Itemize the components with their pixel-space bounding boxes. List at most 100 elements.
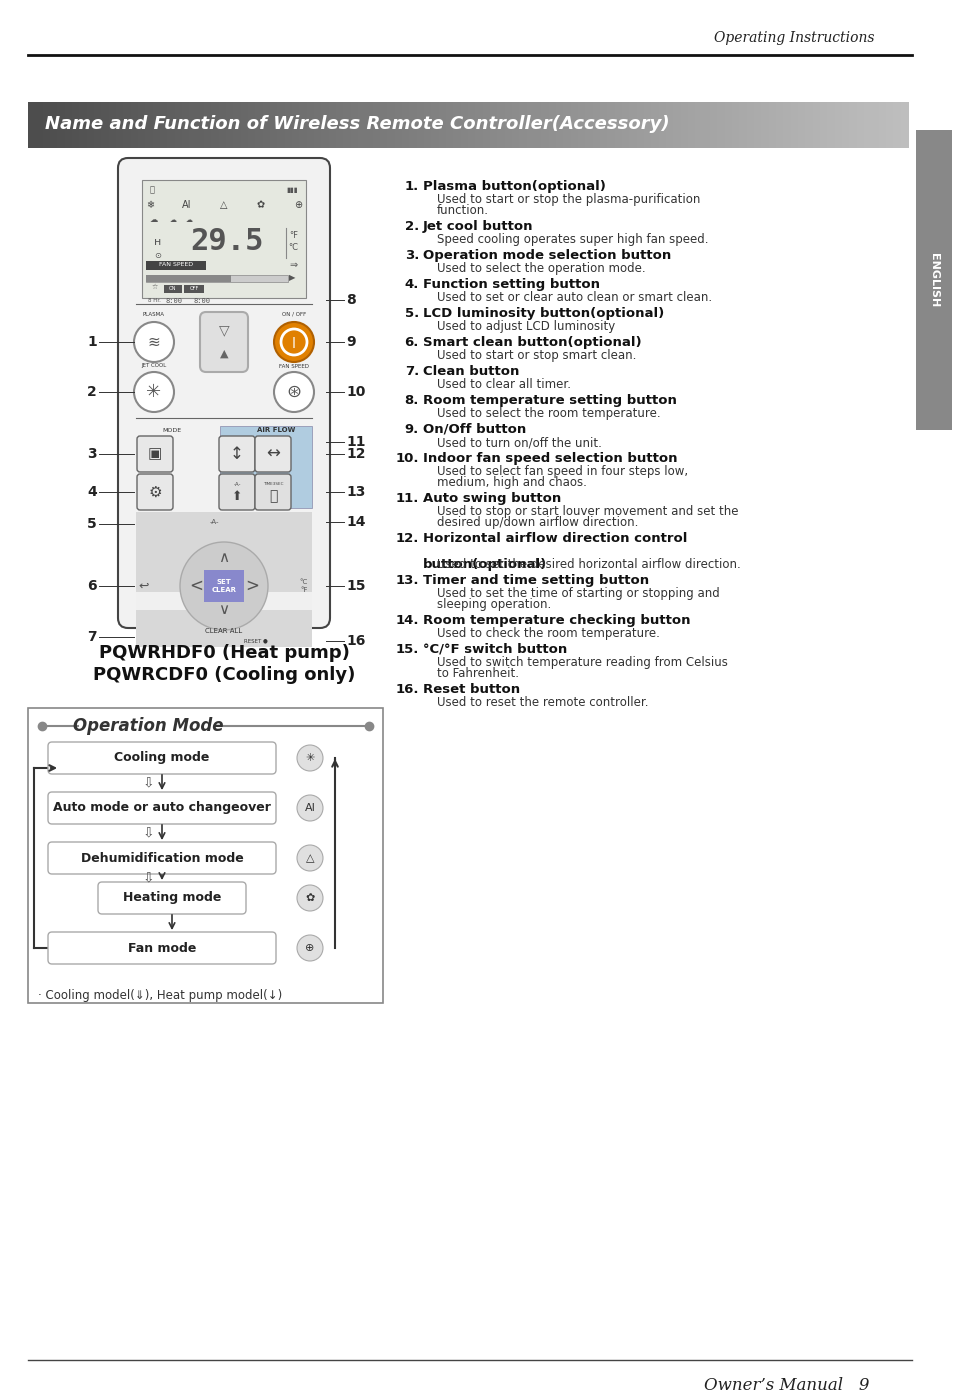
FancyBboxPatch shape [137,435,172,472]
Text: ⬆: ⬆ [232,490,242,503]
FancyBboxPatch shape [118,158,330,629]
Bar [248,102,256,148]
Text: RESET ●: RESET ● [244,638,268,644]
Text: TIME3SEC: TIME3SEC [262,482,283,486]
FancyBboxPatch shape [48,841,275,874]
Text: Used to select the operation mode.: Used to select the operation mode. [436,262,645,274]
Bar [292,102,300,148]
Text: 1.: 1. [404,181,418,193]
Text: Fan mode: Fan mode [128,941,196,955]
Bar [160,102,168,148]
Text: -A-: -A- [233,482,240,487]
Bar [797,102,805,148]
Text: ∨: ∨ [218,602,230,617]
Bar [71,102,80,148]
Text: FAN SPEED: FAN SPEED [278,364,309,368]
Bar [629,102,637,148]
Text: Timer and time setting button: Timer and time setting button [422,574,648,587]
Bar [57,102,66,148]
Text: Used to start or stop smart clean.: Used to start or stop smart clean. [436,349,636,363]
Text: Room temperature checking button: Room temperature checking button [422,615,690,627]
Bar [79,102,88,148]
Bar [431,102,439,148]
Bar [643,102,652,148]
Bar [490,102,497,148]
Bar [142,181,306,298]
Bar [321,102,330,148]
Bar [592,102,600,148]
Bar [512,102,519,148]
Text: ⊛: ⊛ [286,384,301,400]
Bar [123,102,132,148]
Text: 6: 6 [88,580,97,594]
Bar [109,102,117,148]
Text: PQWRHDF0 (Heat pump): PQWRHDF0 (Heat pump) [98,644,349,662]
Circle shape [296,885,323,911]
Bar [804,102,813,148]
Text: CLEAR ALL: CLEAR ALL [205,629,242,634]
Text: ≋: ≋ [148,335,160,350]
Bar [65,102,73,148]
Text: ⇩: ⇩ [142,825,153,839]
Bar [578,102,586,148]
Bar [724,102,732,148]
Bar [915,130,951,430]
Text: 15: 15 [346,580,365,594]
Circle shape [133,372,173,412]
Text: Owner’s Manual   9: Owner’s Manual 9 [703,1376,869,1393]
Text: 12.: 12. [395,532,418,545]
Text: 4: 4 [87,484,97,498]
Text: 4.: 4. [404,279,418,291]
Text: 13: 13 [346,484,365,498]
Bar [87,102,95,148]
Text: Operating Instructions: Operating Instructions [714,31,874,45]
Circle shape [274,322,314,363]
Text: Speed cooling operates super high fan speed.: Speed cooling operates super high fan sp… [436,232,708,246]
Bar [416,102,424,148]
Bar [468,102,476,148]
Text: MODE: MODE [162,427,181,433]
Text: FAN SPEED: FAN SPEED [159,263,193,267]
Text: ↕: ↕ [230,445,244,463]
Text: 13.: 13. [395,574,418,587]
Bar [329,102,336,148]
Text: Used to turn on/off the unit.: Used to turn on/off the unit. [436,435,601,449]
Text: 11: 11 [346,435,365,449]
Bar [35,102,44,148]
Bar [395,102,402,148]
Bar [614,102,622,148]
Bar [196,102,205,148]
Bar [212,102,219,148]
Bar [240,102,249,148]
Text: 8 Hr.: 8 Hr. [148,298,161,304]
Bar [365,102,374,148]
Bar [739,102,747,148]
Text: 10: 10 [346,385,365,399]
Bar [262,102,271,148]
Bar [284,102,293,148]
Text: · Cooling model(⇓), Heat pump model(↓): · Cooling model(⇓), Heat pump model(↓) [38,988,282,1001]
Text: 7: 7 [88,630,97,644]
Circle shape [296,745,323,771]
Bar [131,102,139,148]
Bar [760,102,769,148]
Text: ☆: ☆ [152,284,158,290]
Text: Jet cool button: Jet cool button [422,220,533,232]
Text: Used to reset the remote controller.: Used to reset the remote controller. [436,696,648,708]
Text: JET COOL: JET COOL [141,364,167,368]
Bar [782,102,791,148]
Bar [658,102,666,148]
Bar [446,102,454,148]
Text: 11.: 11. [395,491,418,505]
Text: △: △ [220,200,228,210]
Circle shape [296,935,323,960]
Text: 5.: 5. [404,307,418,321]
Bar [651,102,659,148]
Bar [562,102,571,148]
Bar [746,102,754,148]
Text: 14.: 14. [395,615,418,627]
Text: Reset button: Reset button [422,683,519,696]
Bar [482,102,491,148]
Circle shape [274,372,314,412]
Bar [146,274,231,281]
